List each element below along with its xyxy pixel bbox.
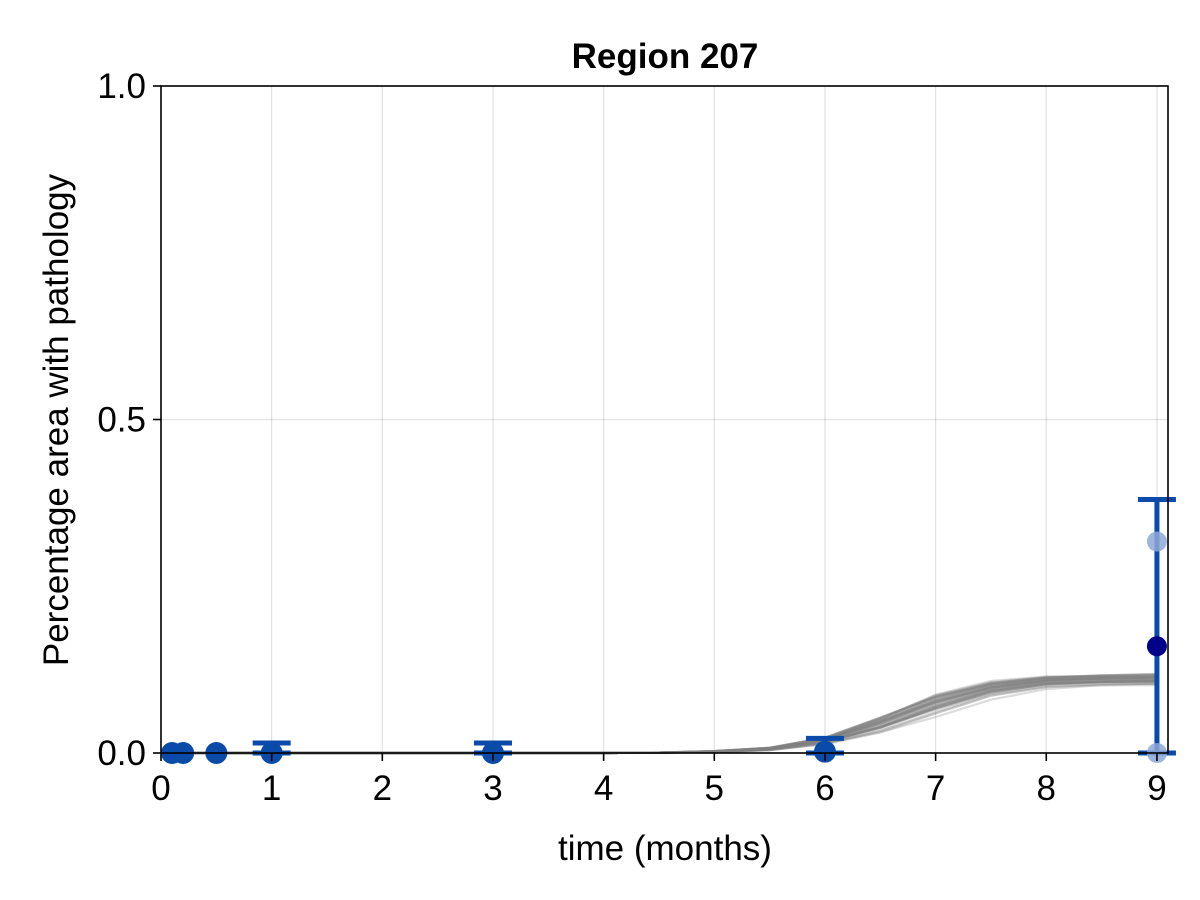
y-tick-label-0: 0.0 [97, 734, 146, 773]
x-tick-label-1: 1 [262, 769, 281, 808]
x-tick-label-0: 0 [151, 769, 170, 808]
y-tick-label-1: 0.5 [97, 401, 146, 440]
x-tick-label-9: 9 [1147, 769, 1166, 808]
x-tick-label-2: 2 [373, 769, 392, 808]
data-points [161, 531, 1167, 764]
posterior-curve-17 [161, 682, 1157, 755]
mean-point-5 [813, 740, 836, 763]
x-tick-label-4: 4 [594, 769, 613, 808]
grid [160, 85, 1168, 754]
posterior-curves [161, 672, 1157, 755]
y-tick-labels: 0.0 0.5 1.0 [97, 67, 146, 773]
y-tick-label-2: 1.0 [97, 67, 146, 106]
posterior-curve-21 [161, 684, 1157, 755]
sample-point-0 [1146, 531, 1167, 552]
x-tick-label-7: 7 [926, 769, 945, 808]
x-tick-label-3: 3 [483, 769, 502, 808]
x-axis-label: time (months) [558, 829, 772, 868]
chart-title: Region 207 [572, 37, 759, 76]
sample-point-1 [1146, 636, 1167, 657]
x-tick-label-8: 8 [1037, 769, 1056, 808]
x-tick-labels: 0 1 2 3 4 5 6 7 8 9 [151, 769, 1166, 808]
y-axis-label: Percentage area with pathology [37, 173, 76, 666]
axis-ticks [153, 85, 1158, 761]
x-tick-label-5: 5 [705, 769, 724, 808]
x-tick-label-6: 6 [815, 769, 834, 808]
